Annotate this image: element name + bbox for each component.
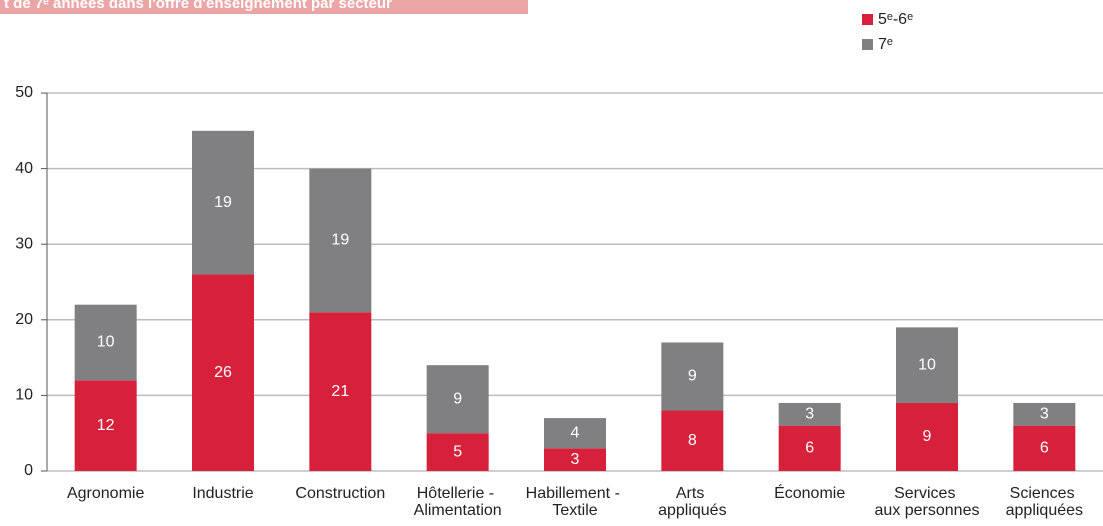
legend-swatch: [862, 14, 873, 25]
bar-segment: [896, 402, 958, 471]
bar-segment: [74, 304, 137, 381]
bar-segment: [661, 410, 724, 471]
data-label: 9: [923, 428, 932, 445]
bar-segment: [1013, 402, 1076, 426]
bar-segment: [309, 168, 372, 313]
data-label: 8: [688, 432, 697, 449]
x-tick-label: Agronomie: [67, 485, 144, 502]
x-tick-label: Hôtellerie - Alimentation: [414, 485, 502, 519]
data-label: 21: [331, 383, 349, 400]
data-label: 19: [214, 194, 232, 211]
y-tick-label: 20: [15, 311, 33, 328]
y-tick-label: 10: [15, 387, 33, 404]
bar-segment: [1013, 425, 1076, 471]
y-tick-label: 0: [24, 462, 33, 479]
data-label: 9: [688, 368, 697, 385]
data-label: 3: [805, 406, 814, 423]
bar-segment: [192, 274, 254, 471]
x-tick-label: Construction: [295, 485, 385, 502]
bar-segment: [192, 130, 254, 275]
title-band: [0, 0, 528, 14]
data-label: 9: [453, 390, 462, 407]
data-label: 5: [453, 443, 462, 460]
x-tick-label: Habillement - Textile: [526, 485, 625, 519]
x-tick-label: Économie: [774, 483, 845, 502]
data-label: 26: [214, 364, 232, 381]
data-label: 3: [1040, 406, 1049, 423]
x-tick-label: Sciences appliquées: [1006, 485, 1083, 519]
bar-segment: [309, 312, 372, 471]
data-label: 10: [918, 356, 936, 373]
bar-segment: [778, 402, 841, 426]
x-tick-label: Arts appliqués: [658, 485, 727, 519]
data-label: 12: [97, 417, 115, 434]
bar-segment: [661, 342, 724, 411]
data-label: 4: [571, 424, 580, 441]
bar-segment: [544, 448, 606, 471]
legend-label: 7ᵉ: [878, 36, 893, 53]
chart-title: t de 7ᵉ années dans l'offre d'enseigneme…: [4, 0, 392, 12]
y-tick-label: 40: [15, 160, 33, 177]
data-label: 6: [805, 440, 814, 457]
data-label: 3: [571, 451, 580, 468]
data-label: 19: [331, 232, 349, 249]
bar-segment: [778, 425, 841, 471]
data-label: 10: [97, 334, 115, 351]
y-tick-label: 30: [15, 235, 33, 252]
bar-segment: [896, 327, 958, 403]
x-tick-label: Services aux personnes: [875, 485, 980, 519]
legend-label: 5ᵉ-6ᵉ: [878, 11, 913, 28]
x-tick-label: Industrie: [192, 485, 253, 502]
bar-segment: [426, 365, 489, 434]
bar-segment: [74, 380, 137, 471]
data-label: 6: [1040, 440, 1049, 457]
legend-swatch: [862, 39, 873, 50]
bar-segment: [544, 418, 606, 449]
bar-segment: [426, 433, 489, 471]
y-tick-label: 50: [15, 84, 33, 101]
